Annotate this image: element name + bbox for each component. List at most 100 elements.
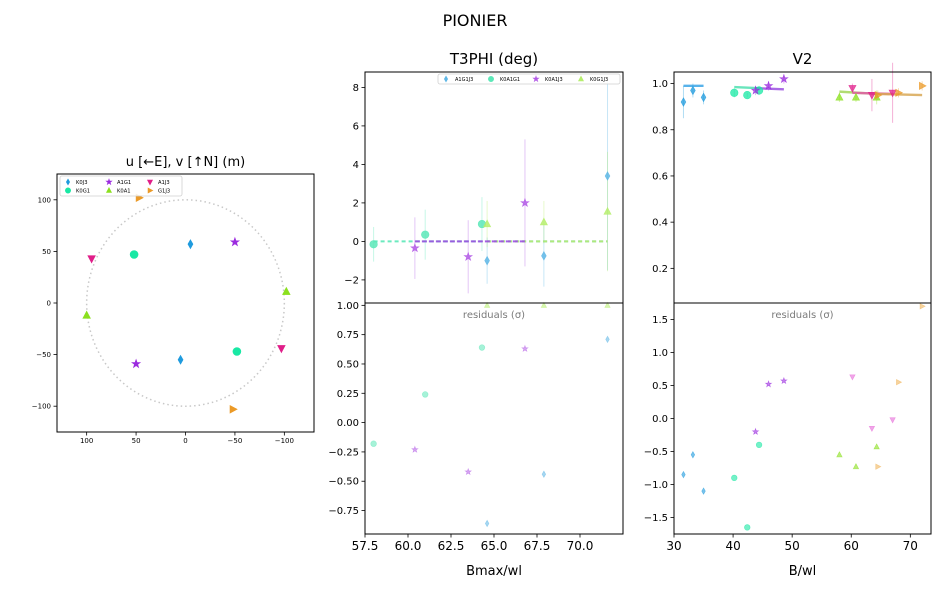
t3phi-residuals-frame [364, 302, 624, 535]
x-tick-label: 100 [80, 437, 93, 445]
t3phi-point-A1G1J3 [541, 251, 547, 261]
uv-point-K0J3 [187, 239, 194, 250]
v2-residual-point-A1J3 [889, 417, 896, 424]
y-tick-label: 0.00 [337, 418, 359, 429]
t3phi-plot-title: T3PHI (deg) [449, 50, 538, 68]
v2-point-K0A1 [851, 92, 861, 101]
t3phi-legend-label: A1G1J3 [455, 77, 473, 83]
y-tick-label: 0.8 [652, 125, 668, 136]
x-tick-label: 65.0 [481, 539, 508, 553]
y-tick-label: 6 [353, 121, 359, 132]
x-tick-label: −50 [228, 437, 243, 445]
v2-residual-point-K0J3 [681, 470, 686, 479]
t3phi-residuals-plot: residuals (σ) 57.5 60.0 62.5 65.0 67.5 70.0 −0.… [328, 301, 624, 579]
uv-point-K0A1 [82, 310, 91, 319]
x-tick-label: 60 [844, 539, 859, 553]
uv-point-A1G1 [229, 236, 240, 247]
t3phi-plot-frame [364, 71, 624, 304]
t3phi-residual-point-K0A1G1 [422, 391, 429, 398]
x-tick-label: 60.0 [395, 539, 422, 553]
y-tick-label: 1.0 [652, 348, 668, 359]
uv-legend-marker-K0G1 [65, 187, 71, 194]
v2-point-K0A1 [835, 92, 844, 101]
y-tick-label: 2 [353, 198, 359, 209]
y-tick-label: 100 [38, 196, 51, 204]
uv-legend-label: K0A1 [117, 189, 131, 195]
t3phi-legend-marker-K0G1J3 [577, 75, 585, 82]
v2-residual-point-K0J3 [690, 451, 696, 459]
t3phi-legend-box [437, 73, 621, 85]
y-tick-label: 1.5 [652, 315, 668, 326]
t3phi-legend-label: K0A1G1 [500, 77, 520, 83]
uv-legend: K0J3 K0G1 A1G1 K0A1 A1J3 G1J3 [59, 175, 183, 197]
uv-legend-label: A1J3 [158, 180, 170, 186]
y-tick-label: −50 [36, 351, 51, 359]
t3phi-legend-marker-K0A1J3 [532, 75, 540, 83]
x-tick-label: 50 [785, 539, 800, 553]
t3phi-residual-point-K0A1J3 [521, 344, 529, 353]
uv-legend-marker-A1G1 [105, 178, 113, 186]
y-tick-label: −1.0 [644, 480, 668, 491]
x-tick-label: −100 [275, 437, 294, 445]
t3phi-residual-point-A1G1J3 [605, 335, 610, 344]
uv-point-K0G1 [129, 250, 139, 259]
v2-point-A1G1 [779, 73, 789, 84]
t3phi-point-K0A1G1 [421, 230, 430, 239]
uv-point-A1J3 [277, 345, 286, 354]
v2-point-A1G1 [750, 85, 761, 95]
uv-point-A1J3 [87, 255, 96, 264]
uv-legend-marker-K0A1 [105, 187, 113, 193]
uv-legend-label: K0J3 [76, 180, 88, 186]
t3phi-legend-label: K0G1J3 [590, 77, 608, 83]
v2-residuals-label: residuals (σ) [771, 310, 833, 321]
y-tick-label: 1.0 [652, 79, 668, 90]
t3phi-residual-point-K0G1J3 [483, 301, 491, 308]
t3phi-legend-marker-A1G1J3 [443, 75, 449, 83]
x-tick-label: 62.5 [438, 539, 465, 553]
y-tick-label: −0.50 [328, 477, 359, 488]
v2-residual-point-G1J3 [896, 379, 903, 386]
t3phi-point-K0A1J3 [520, 197, 530, 208]
t3phi-point-K0G1J3 [603, 206, 612, 215]
x-tick-label: 0 [183, 437, 187, 445]
v2-point-G1J3 [874, 91, 883, 100]
t3phi-legend-label: K0A1J3 [545, 77, 563, 83]
v2-point-K0J3 [700, 92, 707, 103]
t3phi-plot: T3PHI (deg) −2 0 2 4 6 8 A1G1J3 K0A1G1 K0A1J3 K0G1… [344, 50, 624, 304]
y-tick-label: 0.6 [652, 171, 668, 182]
v2-residual-point-K0G1 [755, 441, 763, 449]
v2-point-K0G1 [730, 88, 739, 97]
uv-point-K0J3 [177, 354, 184, 365]
v2-residual-point-K0G1 [744, 524, 751, 531]
y-tick-label: 0.2 [652, 264, 668, 275]
v2-plot: V2 0.2 0.4 0.6 0.8 1.0 [652, 50, 932, 304]
v2-point-K0J3 [680, 97, 687, 107]
y-tick-label: 0.0 [652, 414, 668, 425]
v2-point-A1J3 [888, 89, 897, 98]
v2-model-G1J3 [877, 92, 923, 97]
v2-residual-point-A1J3 [849, 374, 856, 381]
t3phi-point-K0A1J3 [463, 251, 474, 261]
y-tick-label: 50 [42, 248, 51, 256]
uv-legend-marker-A1J3 [146, 179, 154, 186]
t3phi-residual-point-K0G1J3 [540, 301, 548, 308]
uv-legend-label: A1G1 [117, 180, 131, 186]
t3phi-legend: A1G1J3 K0A1G1 K0A1J3 K0G1J3 [437, 73, 621, 85]
t3phi-point-K0G1J3 [483, 219, 492, 228]
v2-point-A1G1 [763, 80, 774, 90]
v2-point-K0J3 [690, 85, 696, 96]
uv-point-K0A1 [282, 286, 291, 295]
y-tick-label: 0 [47, 299, 51, 307]
y-tick-label: −1.5 [644, 513, 668, 524]
x-tick-label: 30 [666, 539, 681, 553]
v2-residual-point-A1G1 [751, 427, 760, 435]
v2-residual-point-K0G1 [731, 474, 738, 482]
v2-residual-point-K0A1 [873, 443, 880, 450]
y-tick-label: −0.75 [328, 506, 359, 517]
v2-residual-point-K0A1 [852, 463, 860, 470]
v2-point-G1J3 [895, 88, 904, 97]
y-tick-label: −100 [32, 403, 51, 411]
t3phi-point-K0A1G1 [369, 240, 378, 249]
x-tick-label: 57.5 [352, 539, 379, 553]
